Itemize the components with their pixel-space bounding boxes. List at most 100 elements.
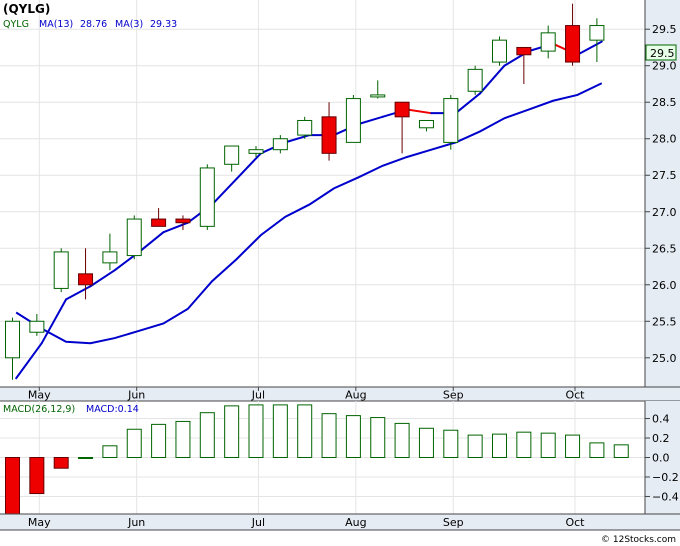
macd-bars <box>5 404 629 515</box>
macd-title: MACD(26,12,9) <box>3 404 75 415</box>
macd-bar <box>394 422 410 459</box>
candle <box>565 3 581 66</box>
candle <box>102 233 118 271</box>
candle <box>29 313 45 336</box>
price-tick-label: 26.0 <box>652 279 677 292</box>
candle-body <box>492 39 507 63</box>
macd-month-label: Jun <box>127 516 145 529</box>
candle-body <box>272 138 288 151</box>
candle-body <box>321 116 337 154</box>
candle <box>5 317 20 380</box>
macd-bar <box>443 429 459 459</box>
ma3-line-segment <box>405 108 433 115</box>
price-panel: 25.025.526.026.527.027.528.028.529.029.5… <box>0 0 680 402</box>
ma3-line-segment <box>89 269 116 288</box>
ma3-line-segment <box>65 285 92 301</box>
candle <box>589 18 605 63</box>
ma3-line-segment <box>479 64 506 95</box>
candle <box>126 215 142 260</box>
candle-body <box>248 149 264 154</box>
candle <box>175 215 191 231</box>
candle-body <box>516 46 532 56</box>
macd-bar <box>53 457 69 469</box>
macd-tick-labels: 0.4 0.2 0.0 −0.2 −0.4 <box>645 413 679 503</box>
candle-body <box>589 25 605 41</box>
price-tick-labels: 25.025.526.026.527.027.528.028.529.029.5 <box>645 23 677 365</box>
candle-body <box>394 101 410 118</box>
candle-body <box>102 251 118 264</box>
candle-body <box>29 320 45 333</box>
price-tick-label: 26.5 <box>652 242 677 255</box>
macd-bar <box>248 404 264 458</box>
price-tick-label: 29.0 <box>652 60 677 73</box>
candle-body <box>297 119 313 136</box>
candle <box>370 80 386 99</box>
macd-tick-label: −0.2 <box>652 471 679 484</box>
legend-ma3-value: 29.33 <box>150 19 177 30</box>
macd-tick-label: −0.4 <box>652 490 679 503</box>
macd-bar <box>102 445 118 458</box>
symbol-title: (QYLG) <box>3 2 50 16</box>
price-month-label: Aug <box>345 389 366 402</box>
candle-body <box>199 167 215 227</box>
candle-body <box>78 273 94 286</box>
candle-body <box>540 32 556 52</box>
price-month-label: Oct <box>565 389 585 402</box>
price-tick-label: 27.5 <box>652 169 677 182</box>
macd-bar <box>78 457 94 459</box>
candle <box>394 101 410 154</box>
candle <box>321 102 337 161</box>
price-tick-label: 25.5 <box>652 315 677 328</box>
macd-bar <box>199 412 215 459</box>
candle-body <box>418 119 434 129</box>
ma3-line-segment <box>284 134 311 144</box>
price-month-labels: May Jun Jul Aug Sep Oct <box>28 387 585 402</box>
price-tick-label: 27.0 <box>652 206 677 219</box>
candle <box>199 164 215 231</box>
candle <box>418 119 434 132</box>
macd-bar <box>151 423 167 458</box>
ma13-line <box>15 82 603 345</box>
legend-ma13-value: 28.76 <box>80 19 107 30</box>
price-tick-label: 29.5 <box>652 23 677 36</box>
macd-bar <box>540 432 556 458</box>
macd-bar <box>589 442 605 459</box>
macd-bar <box>345 415 361 458</box>
macd-tick-label: 0.0 <box>652 452 670 465</box>
candle-body <box>467 68 483 92</box>
macd-month-labels: May Jun Jul Aug Sep Oct <box>28 516 585 529</box>
macd-bar <box>613 444 629 459</box>
ma3-line-segment <box>138 231 165 253</box>
macd-bar <box>467 434 483 458</box>
ma3-line-segment <box>15 342 43 380</box>
candle <box>248 146 264 157</box>
watermark: © 12Stocks.com <box>601 535 676 545</box>
candle <box>516 46 532 84</box>
macd-month-label: Sep <box>443 516 464 529</box>
macd-bar <box>126 428 142 458</box>
price-tick-label: 28.0 <box>652 133 677 146</box>
macd-bar <box>370 417 386 458</box>
candle-body <box>370 94 386 98</box>
candle-body <box>443 98 459 143</box>
candle-body <box>53 251 69 289</box>
macd-bar <box>224 405 240 459</box>
ma3-line-segment <box>211 177 238 206</box>
macd-bar <box>5 457 20 515</box>
macd-date-band <box>0 514 680 530</box>
candle <box>540 25 556 59</box>
macd-month-label: Oct <box>565 516 585 529</box>
macd-month-label: May <box>28 516 51 529</box>
macd-bar <box>272 404 288 458</box>
last-price-tag: 29.5 <box>650 47 675 60</box>
macd-tick-label: 0.4 <box>652 413 670 426</box>
macd-month-label: Aug <box>345 516 366 529</box>
ma3-line-segment <box>235 152 262 180</box>
price-tick-label: 28.5 <box>652 96 677 109</box>
moving-average-lines <box>15 40 603 380</box>
ma3-line-segment <box>357 115 384 126</box>
macd-bar <box>565 434 581 458</box>
ma3-line-segment <box>576 40 603 56</box>
candle <box>53 248 69 293</box>
